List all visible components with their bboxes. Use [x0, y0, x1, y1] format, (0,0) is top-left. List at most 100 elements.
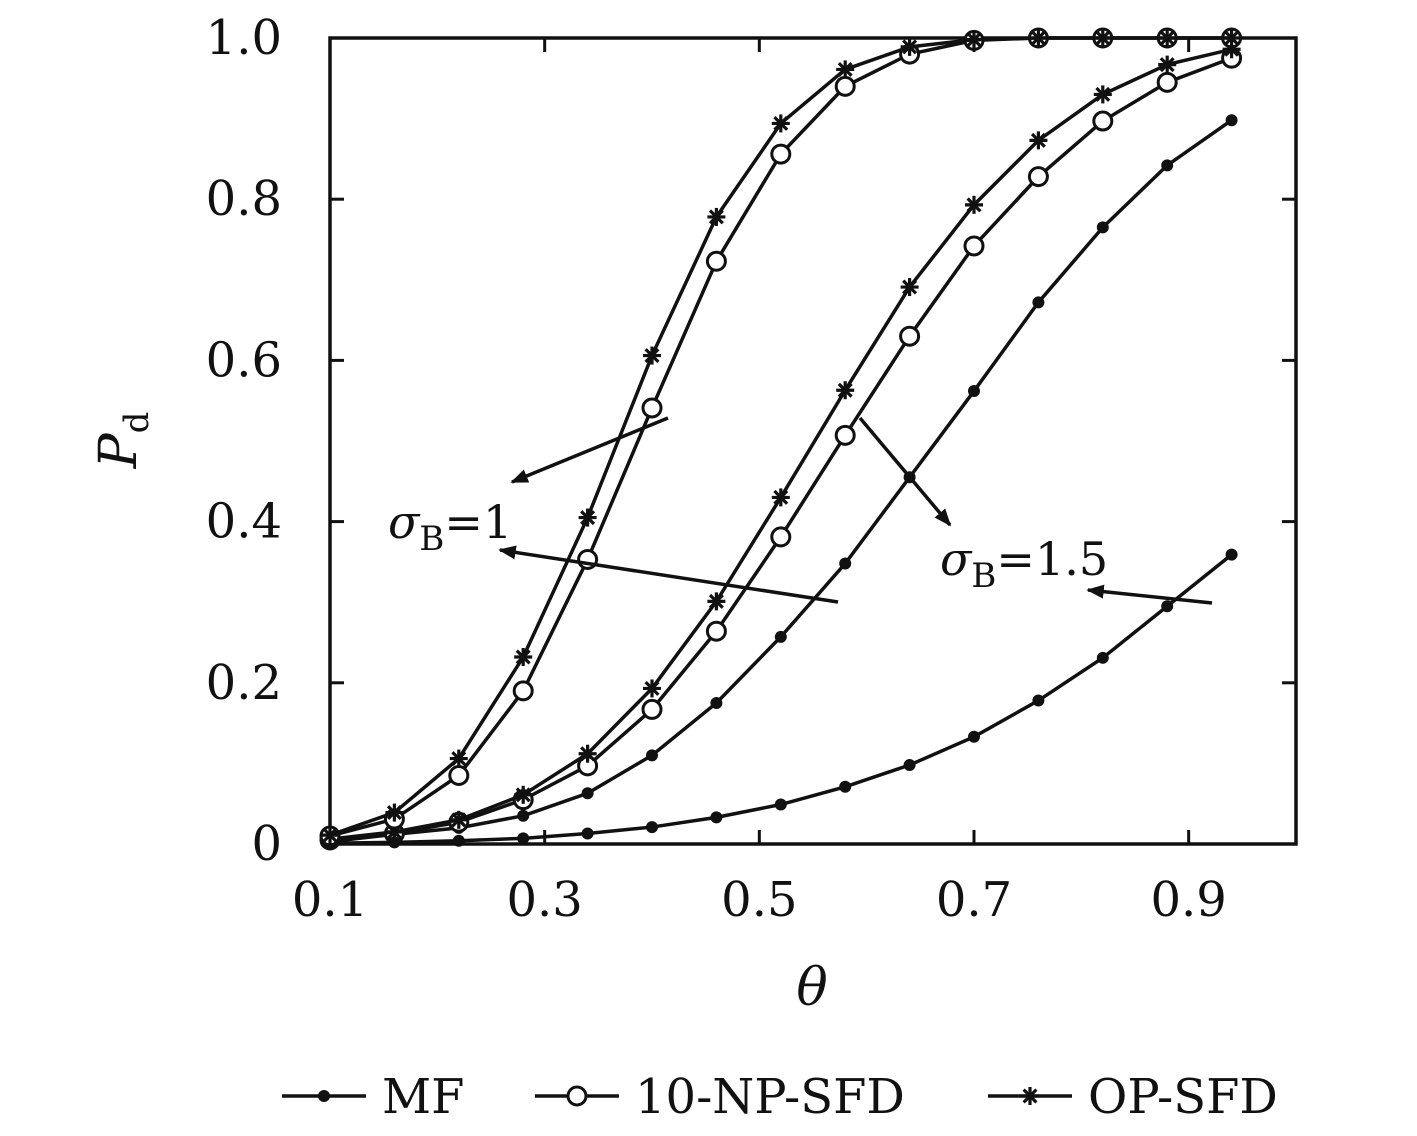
data-point — [1032, 694, 1045, 707]
data-point — [965, 195, 983, 214]
data-point — [771, 488, 790, 507]
data-point — [385, 803, 404, 822]
data-point — [770, 143, 792, 165]
data-point — [834, 75, 856, 97]
data-point — [321, 826, 339, 845]
data-point — [903, 759, 916, 772]
data-point — [965, 30, 983, 49]
data-point — [517, 832, 530, 845]
x-tick-label: 0.1 — [292, 872, 368, 928]
data-point — [1158, 29, 1177, 47]
data-point — [1096, 651, 1109, 664]
data-point — [771, 114, 790, 133]
x-tick-label: 0.5 — [721, 872, 797, 928]
annotation-layer: σB=1 σB=1.5 — [388, 416, 1213, 605]
legend-marker — [566, 1085, 588, 1107]
series-line — [329, 118, 1233, 844]
data-point — [899, 325, 921, 347]
data-point — [388, 836, 401, 849]
data-point — [578, 744, 597, 763]
y-tick-label: 0.2 — [206, 655, 282, 711]
data-point — [1158, 55, 1177, 74]
axes: 0.1 0.3 0.5 0.7 0.9 0 0.2 0.4 0.6 0.8 1.0 — [206, 10, 1298, 928]
series-line — [329, 47, 1233, 841]
data-point — [1027, 166, 1049, 188]
data-point — [968, 385, 980, 398]
annotation-arrow-sigma1-lower — [498, 545, 839, 604]
data-point — [1029, 29, 1048, 47]
y-tick-label: 0 — [251, 816, 282, 872]
data-point — [710, 696, 723, 709]
data-point — [707, 592, 726, 611]
annotation-arrow-sigma1-upper — [510, 416, 669, 484]
data-point — [1092, 110, 1114, 132]
data-point — [641, 397, 663, 419]
data-point — [452, 834, 465, 847]
data-point — [449, 749, 468, 768]
data-point — [643, 679, 661, 698]
data-point — [836, 381, 855, 400]
data-point — [581, 787, 594, 800]
data-point — [707, 207, 726, 226]
data-point — [641, 698, 663, 720]
legend-marker — [318, 1090, 330, 1102]
data-point — [643, 346, 661, 365]
data-point — [449, 810, 468, 829]
data-point — [646, 821, 658, 834]
data-point — [1161, 159, 1174, 172]
data-point — [514, 648, 533, 667]
data-point — [1093, 85, 1112, 104]
data-point — [512, 680, 534, 702]
data-point — [1093, 29, 1112, 47]
series-1 — [319, 47, 1243, 851]
data-point — [963, 235, 985, 257]
data-point — [900, 37, 919, 56]
legend-marker — [1021, 1087, 1039, 1105]
x-tick-label: 0.7 — [936, 872, 1012, 928]
legend-item: 10-NP-SFD — [535, 1069, 905, 1125]
data-point — [834, 424, 856, 446]
y-tick-label: 0.8 — [206, 171, 282, 227]
data-point — [774, 798, 787, 811]
legend-item: OP-SFD — [988, 1069, 1278, 1125]
data-point — [517, 809, 530, 822]
plot-frame — [328, 36, 1298, 846]
series-layer — [319, 27, 1243, 851]
series-line — [329, 56, 1233, 842]
x-tick-label: 0.3 — [506, 872, 582, 928]
data-point — [1156, 71, 1178, 93]
data-point — [1029, 131, 1048, 150]
annotation-sigma15: σB=1.5 — [940, 532, 1108, 596]
data-point — [770, 526, 792, 548]
y-axis-label: Pd — [89, 412, 157, 470]
data-point — [774, 630, 787, 643]
data-point — [646, 749, 658, 762]
series-5 — [321, 29, 1241, 845]
data-point — [1222, 29, 1241, 47]
y-tick-label: 0.6 — [206, 332, 282, 388]
data-point — [514, 785, 533, 804]
x-tick-label: 0.9 — [1150, 872, 1226, 928]
annotation-arrow-sigma15-lower — [1086, 584, 1213, 605]
data-point — [705, 620, 727, 642]
data-point — [1225, 114, 1238, 127]
data-point — [839, 557, 852, 570]
series-0 — [324, 114, 1238, 848]
data-point — [1225, 548, 1238, 561]
series-3 — [324, 548, 1238, 850]
legend: MF 10-NP-SFD OP-SFD — [282, 1069, 1278, 1125]
series-4 — [319, 27, 1243, 847]
data-point — [448, 764, 470, 786]
y-tick-label: 1.0 — [206, 10, 282, 66]
data-point — [1032, 296, 1045, 309]
data-point — [1096, 221, 1109, 234]
data-point — [581, 827, 594, 840]
data-point — [710, 811, 723, 824]
legend-item: MF — [282, 1069, 464, 1125]
legend-label: 10-NP-SFD — [635, 1069, 905, 1125]
data-point — [836, 60, 855, 79]
data-point — [1161, 600, 1174, 613]
legend-label: MF — [382, 1069, 464, 1125]
legend-label: OP-SFD — [1088, 1069, 1278, 1125]
